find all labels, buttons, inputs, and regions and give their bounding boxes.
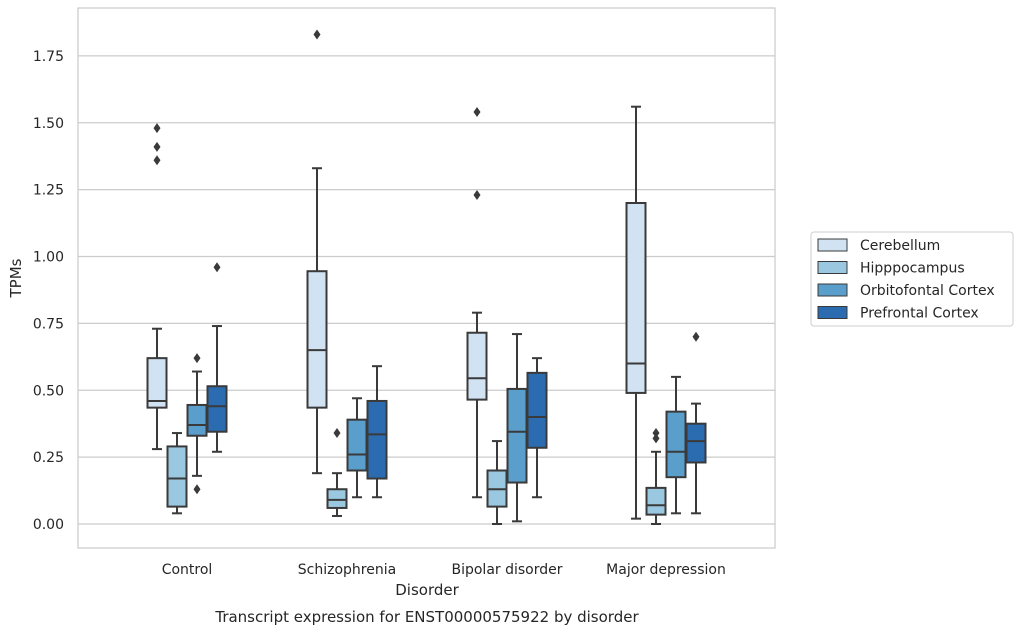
legend-label: Prefrontal Cortex [860, 306, 979, 322]
box-body [506, 387, 528, 484]
box-body [346, 418, 368, 472]
legend-swatch [817, 306, 848, 319]
legend-label: Hipppocampus [860, 261, 965, 277]
y-tick-label: 0.00 [33, 517, 64, 533]
series-3 [206, 262, 707, 515]
x-axis-label: Disorder [395, 581, 459, 599]
outlier-point [692, 331, 700, 342]
outlier-point [153, 123, 161, 134]
box-body [625, 202, 647, 394]
outlier-point [652, 428, 660, 439]
y-tick-label: 0.50 [33, 383, 64, 399]
y-tick-label: 0.75 [33, 316, 64, 332]
outlier-point [193, 353, 201, 364]
box [685, 331, 707, 515]
legend-swatch [817, 283, 848, 297]
legend-swatch [817, 261, 848, 274]
box-series [146, 29, 707, 525]
box-body [366, 399, 388, 480]
outlier-point [473, 189, 481, 200]
box-body [665, 410, 687, 479]
x-tick-label: Major depression [606, 562, 726, 578]
box-body [526, 371, 548, 449]
legend-label: Orbitofontal Cortex [860, 283, 995, 299]
box [645, 428, 667, 525]
legend-frame [810, 231, 1014, 327]
y-tick-label: 0.25 [33, 450, 64, 466]
box [665, 375, 687, 515]
box [306, 29, 328, 475]
outlier-point [153, 155, 161, 166]
box-body [645, 486, 667, 516]
box-body [685, 422, 707, 464]
series-0 [146, 29, 647, 520]
outlier-point [652, 433, 660, 444]
outlier-point [213, 262, 221, 273]
outlier-point [333, 428, 341, 439]
box [326, 428, 348, 517]
box-body [466, 331, 488, 401]
box [166, 432, 188, 515]
box-body [186, 403, 208, 437]
box [526, 357, 548, 499]
box [466, 107, 488, 499]
box-body [166, 445, 188, 508]
series-1 [166, 428, 667, 525]
y-axis-label: TPMs [7, 258, 25, 298]
legend: Cerebellum Hipppocampus Orbitofontal Corte… [810, 231, 1014, 327]
box-body [306, 270, 328, 409]
y-tick-label: 1.00 [33, 250, 64, 266]
y-tick-label: 1.75 [33, 49, 64, 65]
outlier-point [153, 141, 161, 152]
legend-swatch [817, 238, 848, 252]
box [366, 365, 388, 499]
chart-caption: Transcript expression for ENST0000057592… [214, 608, 639, 626]
box [146, 123, 168, 451]
box [206, 262, 228, 453]
box [346, 397, 368, 499]
legend-label: Cerebellum [860, 238, 940, 254]
x-tick-label: Schizophrenia [298, 562, 396, 578]
box-body [326, 488, 348, 509]
x-tick-label: Bipolar disorder [451, 562, 562, 578]
outlier-point [193, 484, 201, 495]
box [186, 353, 208, 495]
outlier-point [313, 29, 321, 40]
outlier-point [473, 107, 481, 118]
series-2 [186, 333, 687, 523]
plot-frame [77, 7, 776, 549]
box-body [206, 385, 228, 433]
x-tick-label: Control [162, 562, 213, 578]
box [625, 105, 647, 520]
y-axis-ticks: 0.00 0.25 0.50 0.75 1.00 1.25 1.50 1.75 [33, 49, 64, 533]
x-axis-ticks: Control Schizophrenia Bipolar disorder Majo… [162, 562, 726, 578]
grid-lines [78, 55, 775, 525]
y-tick-label: 1.50 [33, 116, 64, 132]
box-body [146, 357, 168, 409]
y-tick-label: 1.25 [33, 183, 64, 199]
box [506, 333, 528, 523]
box [486, 440, 508, 525]
